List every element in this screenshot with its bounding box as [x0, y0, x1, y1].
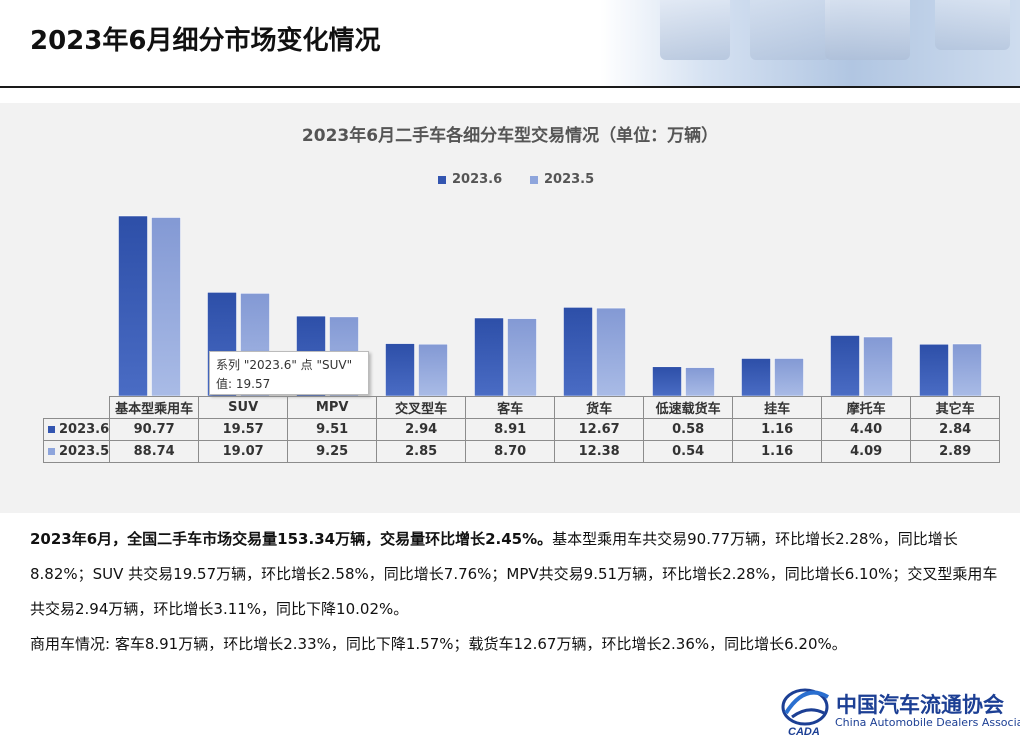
cada-logo: CADA 中国汽车流通协会 China Automobile Dealers A… [778, 683, 1020, 738]
category-header: 低速载货车 [643, 396, 734, 419]
bar-2023-5-9[interactable] [952, 343, 982, 397]
bar-2023-5-6[interactable] [685, 367, 715, 397]
series-swatch-2023-6 [48, 426, 55, 433]
header-divider [0, 86, 1020, 88]
banner-cube-3 [825, 0, 910, 60]
value-cell: 8.70 [465, 440, 556, 463]
banner-cube-4 [935, 0, 1010, 50]
value-cell: 0.54 [643, 440, 734, 463]
page-title: 2023年6月细分市场变化情况 [30, 26, 381, 56]
tooltip-series-line: 系列 "2023.6" 点 "SUV" [216, 358, 353, 372]
bar-2023-5-5[interactable] [596, 307, 626, 397]
value-cell: 90.77 [109, 418, 200, 441]
series-name: 2023.5 [59, 444, 110, 459]
logo-english-name: China Automobile Dealers Association [835, 716, 1020, 729]
value-cell: 2.84 [910, 418, 1001, 441]
value-cell: 4.40 [821, 418, 912, 441]
legend-item-2023-5: 2023.5 [530, 172, 594, 187]
value-cell: 19.07 [198, 440, 289, 463]
bar-2023-6-7[interactable] [741, 358, 771, 397]
bar-2023-5-0[interactable] [151, 217, 181, 397]
banner-cube-1 [660, 0, 730, 60]
table-row-2023-5: 2023.5 88.74 19.07 9.25 2.85 8.70 12.38 … [42, 440, 1001, 463]
series-label-cell: 2023.6 [42, 418, 111, 441]
page-header: 2023年6月细分市场变化情况 [0, 0, 1020, 88]
summary-paragraph-2: 商用车情况: 客车8.91万辆，环比增长2.33%，同比下降1.57%；载货车1… [30, 635, 847, 653]
bar-2023-6-6[interactable] [652, 366, 682, 397]
series-label-cell: 2023.5 [42, 440, 111, 463]
header-banner-image [600, 0, 1020, 88]
value-cell: 8.91 [465, 418, 556, 441]
logo-chinese-name: 中国汽车流通协会 [836, 692, 1004, 717]
bar-2023-6-8[interactable] [830, 335, 860, 397]
bar-2023-5-3[interactable] [418, 343, 448, 397]
value-cell: 2.89 [910, 440, 1001, 463]
summary-paragraph-1: 2023年6月，全国二手车市场交易量153.34万辆，交易量环比增长2.45%。… [30, 522, 1005, 627]
chart-data-table: 基本型乘用车 SUV MPV 交叉型车 客车 货车 低速载货车 挂车 摩托车 其… [42, 396, 1001, 463]
bar-2023-6-3[interactable] [385, 343, 415, 397]
table-corner [44, 397, 110, 419]
value-cell: 2.85 [376, 440, 467, 463]
value-cell: 0.58 [643, 418, 734, 441]
chart-title: 2023年6月二手车各细分车型交易情况（单位：万辆） [301, 126, 719, 146]
cada-logo-mark-icon: CADA [781, 688, 830, 738]
category-header: 货车 [554, 396, 645, 419]
category-header: 挂车 [732, 396, 823, 419]
category-header: 摩托车 [821, 396, 912, 419]
banner-cube-2 [750, 0, 830, 60]
legend-label-2023-5: 2023.5 [544, 172, 595, 187]
legend-label-2023-6: 2023.6 [452, 172, 503, 187]
bar-2023-6-0[interactable] [118, 215, 148, 397]
value-cell: 12.38 [554, 440, 645, 463]
value-cell: 1.16 [732, 418, 823, 441]
summary-text: 2023年6月，全国二手车市场交易量153.34万辆，交易量环比增长2.45%。… [30, 522, 1005, 662]
category-header: SUV [198, 396, 289, 419]
tooltip-value-line: 值: 19.57 [216, 377, 271, 391]
bar-2023-5-7[interactable] [774, 358, 804, 397]
value-cell: 12.67 [554, 418, 645, 441]
bar-2023-6-4[interactable] [474, 317, 504, 397]
legend-swatch-2023-6 [438, 175, 446, 184]
bar-2023-5-8[interactable] [863, 336, 893, 397]
series-name: 2023.6 [59, 422, 110, 437]
category-header: 交叉型车 [376, 396, 467, 419]
category-header: 客车 [465, 396, 556, 419]
legend-swatch-2023-5 [530, 175, 538, 184]
chart-tooltip: 系列 "2023.6" 点 "SUV" 值: 19.57 [209, 351, 369, 395]
series-swatch-2023-5 [48, 448, 55, 455]
value-cell: 88.74 [109, 440, 200, 463]
value-cell: 2.94 [376, 418, 467, 441]
value-cell: 4.09 [821, 440, 912, 463]
summary-detail: 基本型乘用车共交易90.77万辆，环比增长2.28%，同比增长8.82%；SUV… [30, 530, 998, 618]
value-cell: 9.25 [287, 440, 378, 463]
category-header: 基本型乘用车 [109, 396, 200, 419]
cada-logo-mark-text: CADA [788, 726, 820, 738]
bar-2023-5-4[interactable] [507, 318, 537, 397]
table-header-row: 基本型乘用车 SUV MPV 交叉型车 客车 货车 低速载货车 挂车 摩托车 其… [44, 396, 1001, 419]
value-cell: 9.51 [287, 418, 378, 441]
category-header: MPV [287, 396, 378, 419]
legend-item-2023-6: 2023.6 [438, 172, 502, 187]
table-row-2023-6: 2023.6 90.77 19.57 9.51 2.94 8.91 12.67 … [42, 418, 1001, 441]
value-cell: 1.16 [732, 440, 823, 463]
bar-2023-6-9[interactable] [919, 344, 949, 397]
summary-headline: 2023年6月，全国二手车市场交易量153.34万辆，交易量环比增长2.45%。 [30, 530, 553, 548]
bar-2023-6-5[interactable] [563, 307, 593, 397]
value-cell: 19.57 [198, 418, 289, 441]
category-header: 其它车 [910, 396, 1001, 419]
